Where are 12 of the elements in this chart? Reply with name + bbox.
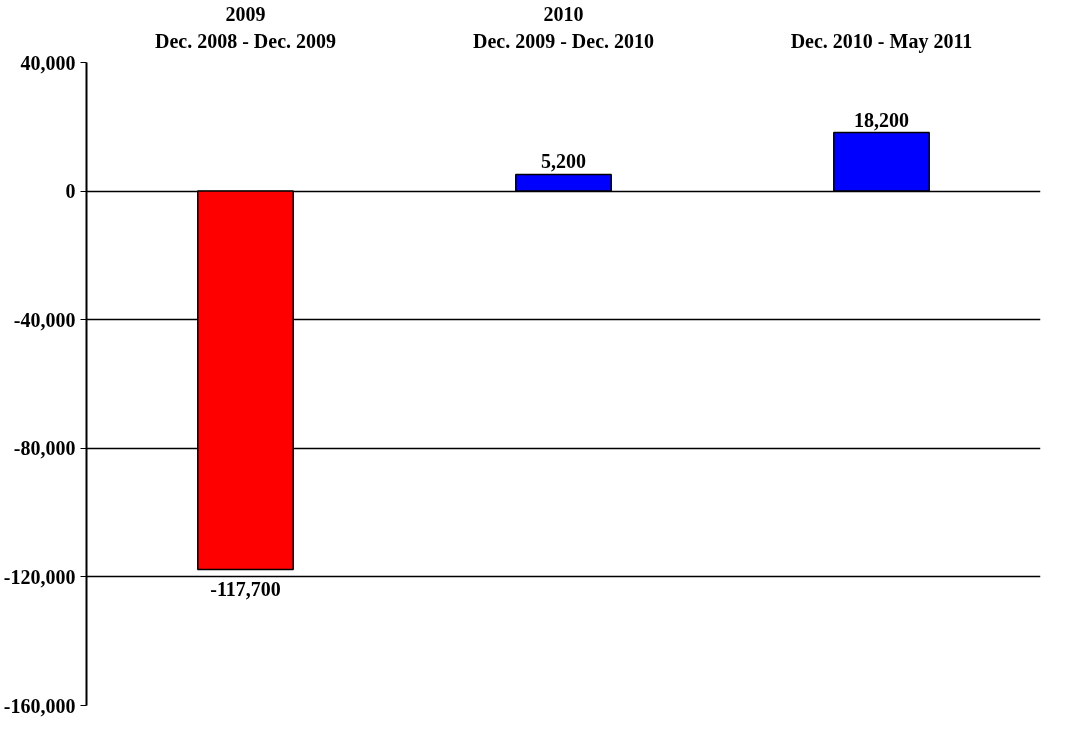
y-tick-label: -80,000 (13, 437, 76, 460)
data-label: -117,700 (210, 577, 281, 600)
x-tick-label: 2010 Dec. 2009 - Dec. 2010 (472, 3, 655, 52)
y-tick-label: -40,000 (13, 308, 76, 331)
x-tick-label: 2009 Dec. 2008 - Dec. 2009 (154, 3, 337, 52)
y-tick-label: -160,000 (3, 694, 76, 717)
y-tick-label: 40,000 (20, 51, 76, 74)
data-label: 18,200 (854, 108, 909, 131)
data-label: 5,200 (541, 150, 586, 173)
x-tick-label: Dec. 2010 - May 2011 (790, 29, 973, 53)
y-tick-label: 0 (65, 180, 76, 203)
y-tick-label: -120,000 (3, 565, 76, 588)
